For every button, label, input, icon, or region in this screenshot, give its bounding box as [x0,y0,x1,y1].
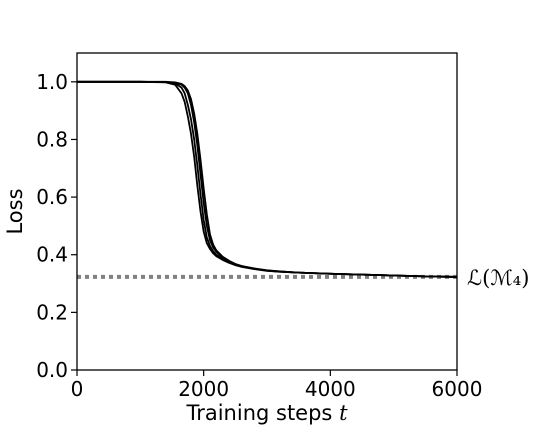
y-tick-label: 0.4 [36,243,68,267]
series-layer [77,80,458,278]
x-tick-label: 0 [71,377,84,401]
loss-series-line-4 [77,80,458,278]
x-tick-label: 2000 [178,377,229,401]
reference-line-label: ℒ(ℳ₄) [467,266,529,290]
x-axis-label-variable: t [339,401,348,425]
y-tick-label: 0.0 [36,358,68,382]
loss-series-line-1 [77,80,458,278]
y-tick-label: 1.0 [36,70,68,94]
y-tick-label: 0.2 [36,300,68,324]
x-ticks: 0 2000 4000 6000 [71,370,483,401]
x-axis-label-text: Training steps [185,401,332,425]
y-tick-label: 0.6 [36,185,68,209]
y-tick-label: 0.8 [36,127,68,151]
x-tick-label: 4000 [305,377,356,401]
loss-series-line-3 [77,80,458,278]
loss-series-line-2 [77,80,458,278]
x-axis-label: Training steps t [185,401,348,425]
x-tick-label: 6000 [432,377,483,401]
axes-frame [76,52,458,371]
y-ticks: 0.0 0.2 0.4 0.6 0.8 1.0 [36,70,77,382]
y-axis-label: Loss [3,188,27,234]
